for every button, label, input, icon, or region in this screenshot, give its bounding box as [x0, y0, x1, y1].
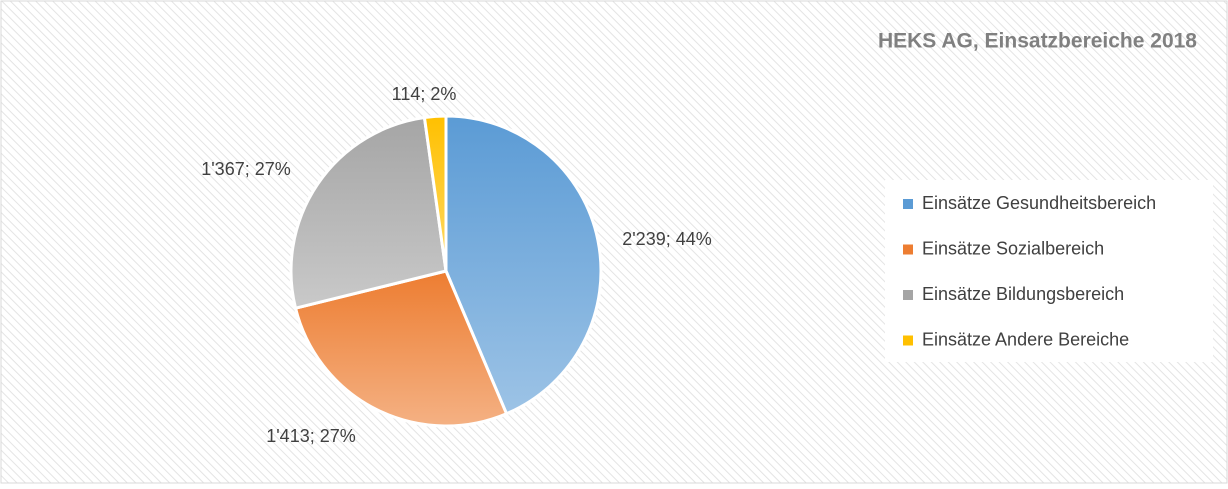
pie-slice — [293, 269, 509, 428]
legend-marker — [903, 290, 913, 300]
data-label: 1'413; 27% — [266, 426, 356, 446]
data-label: 114; 2% — [392, 84, 457, 104]
data-label: 1'367; 27% — [201, 159, 291, 179]
legend-marker — [903, 199, 913, 209]
legend-box — [885, 180, 1213, 362]
pie-slice — [444, 114, 603, 416]
data-label: 2'239; 44% — [622, 229, 712, 249]
legend-marker — [903, 335, 913, 346]
chart-title: HEKS AG, Einsatzbereiche 2018 — [878, 30, 1197, 53]
pie-slice — [289, 115, 448, 310]
pie-slice — [422, 114, 448, 272]
legend-label: Einsätze Sozialbereich — [922, 238, 1104, 258]
legend-label: Einsätze Andere Bereiche — [922, 329, 1129, 349]
legend-label: Einsätze Bildungsbereich — [922, 284, 1124, 304]
legend-label: Einsätze Gesundheitsbereich — [922, 193, 1156, 213]
legend-marker — [903, 244, 913, 255]
